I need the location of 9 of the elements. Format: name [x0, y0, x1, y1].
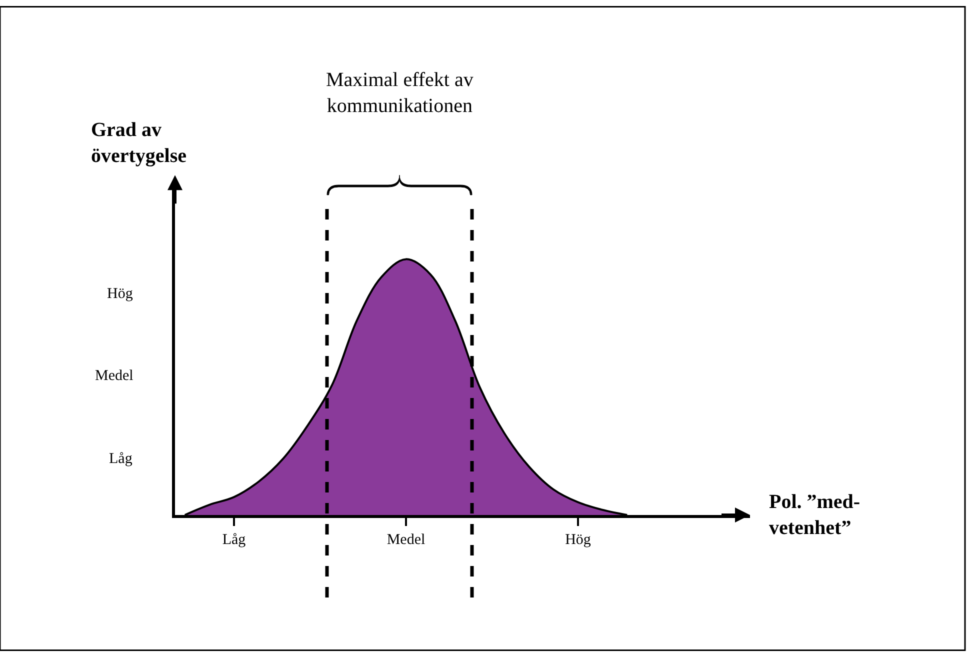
x-tick-label: Medel	[386, 532, 426, 548]
x-tick-label: Hög	[565, 532, 592, 548]
text: Låg	[109, 451, 133, 467]
x-tick-label: Låg	[222, 532, 246, 548]
x-axis-title: Pol. ”med- vetenhet”	[769, 491, 860, 539]
y-axis-title: Grad av övertygelse	[91, 119, 187, 167]
text: Hög	[107, 286, 134, 302]
chart-title: Maximal effekt av kommunikationen	[326, 69, 474, 117]
text: Medel	[95, 368, 134, 384]
